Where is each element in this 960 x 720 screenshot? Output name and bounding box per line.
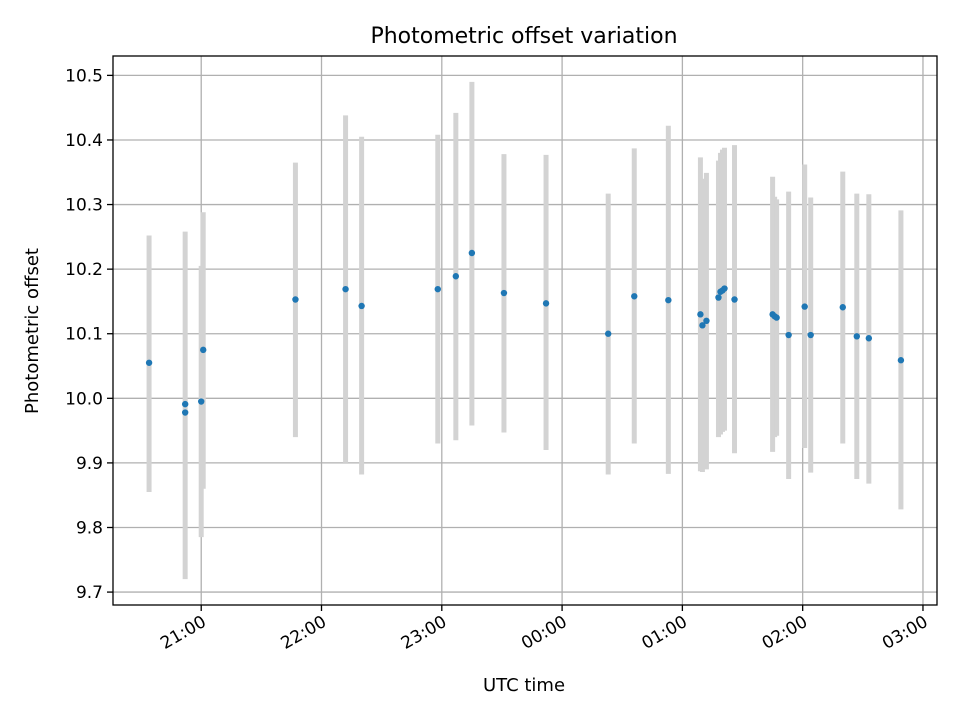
data-point [801, 303, 808, 310]
y-tick-label: 10.2 [65, 260, 103, 280]
data-point [605, 330, 612, 337]
error-bars [146, 81, 904, 580]
data-point [468, 249, 476, 257]
y-tick-label: 9.8 [76, 518, 103, 538]
y-tick-label: 10.4 [65, 131, 103, 151]
chart-title: Photometric offset variation [370, 24, 677, 49]
data-point [542, 300, 550, 307]
data-point [807, 331, 814, 339]
data-point [181, 400, 189, 408]
y-tick-label: 9.9 [76, 454, 103, 474]
data-point [731, 296, 738, 303]
data-point [697, 311, 704, 318]
x-tick-label: 21:00 [157, 612, 209, 654]
plot-frame [112, 55, 938, 606]
data-point [145, 359, 153, 366]
x-axis-ticks: 21:00 22:00 23:00 00:00 01:00 02:00 03:00 [157, 605, 931, 654]
data-point [452, 273, 460, 280]
data-point [785, 331, 792, 339]
data-point [853, 333, 861, 340]
x-tick-label: 22:00 [278, 612, 330, 654]
data-point [665, 296, 672, 304]
data-point [703, 317, 710, 325]
data-point [715, 294, 722, 301]
data-point [200, 346, 207, 354]
data-point [699, 322, 706, 329]
data-point [198, 398, 205, 405]
data-points [145, 249, 905, 416]
x-tick-label: 01:00 [638, 612, 690, 654]
grid [113, 56, 937, 605]
x-tick-label: 23:00 [398, 612, 450, 654]
data-point [839, 304, 846, 311]
x-tick-label: 03:00 [879, 612, 931, 654]
data-point [897, 357, 905, 364]
y-tick-label: 10.0 [65, 389, 103, 409]
data-point [292, 296, 299, 303]
y-tick-label: 10.5 [65, 66, 103, 86]
data-point [181, 409, 189, 416]
data-point [865, 335, 873, 342]
y-axis-label: Photometric offset [22, 248, 43, 414]
data-point [358, 302, 365, 310]
x-tick-label: 02:00 [759, 612, 811, 654]
data-point [342, 285, 349, 293]
data-point [631, 293, 638, 300]
data-point [500, 289, 508, 297]
y-axis-ticks: 9.7 9.8 9.9 10.0 10.1 10.2 10.3 10.4 10.5 [65, 66, 113, 603]
data-point [434, 285, 441, 293]
data-point [721, 285, 728, 292]
data-point [773, 314, 780, 321]
x-axis-label: UTC time [483, 675, 565, 696]
y-tick-label: 9.7 [76, 583, 103, 603]
x-tick-label: 00:00 [518, 612, 570, 654]
y-tick-label: 10.1 [65, 325, 103, 345]
y-tick-label: 10.3 [65, 196, 103, 216]
